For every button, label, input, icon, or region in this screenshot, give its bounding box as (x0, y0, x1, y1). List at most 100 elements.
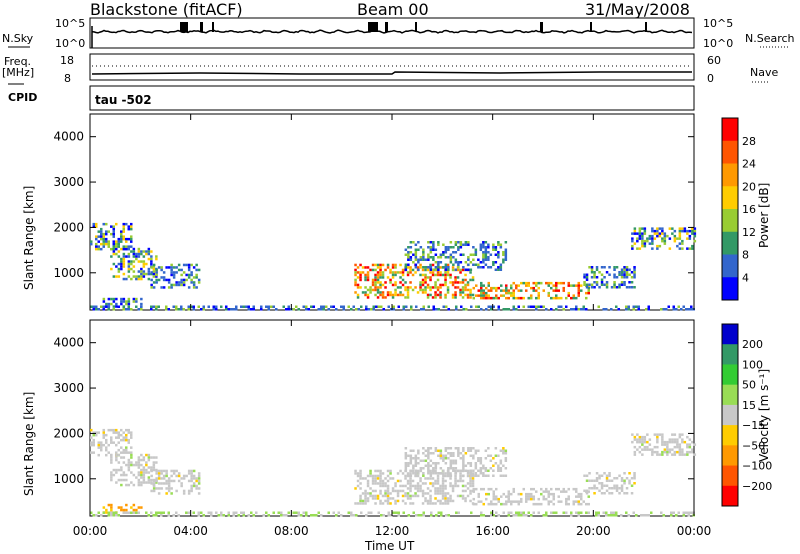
range-cell (681, 448, 684, 451)
range-cell (130, 245, 133, 248)
range-cell (467, 243, 470, 246)
range-cell (394, 271, 397, 274)
range-cell (439, 487, 442, 490)
range-cell (107, 245, 110, 248)
range-cell (297, 514, 300, 517)
range-cell (100, 247, 103, 251)
range-cell (140, 297, 143, 301)
range-cell (175, 511, 178, 514)
range-cell (429, 248, 433, 251)
range-cell (462, 459, 465, 462)
range-cell (327, 511, 330, 514)
range-cell (197, 514, 200, 517)
range-cell (185, 278, 188, 282)
range-cell (287, 511, 290, 514)
range-cell (422, 253, 425, 256)
range-cell (661, 237, 664, 240)
range-cell (245, 305, 248, 308)
range-cell (95, 514, 98, 517)
range-cell (394, 482, 397, 485)
range-cell (377, 305, 380, 308)
range-cell (132, 297, 136, 301)
range-cell (472, 246, 475, 249)
range-cell (648, 234, 652, 238)
range-cell (673, 234, 677, 238)
range-cell (480, 294, 483, 297)
range-cell (537, 497, 540, 501)
range-cell (482, 464, 485, 467)
range-cell (587, 286, 590, 290)
range-cell (97, 441, 100, 444)
range-cell (439, 472, 443, 475)
range-cell (462, 447, 465, 450)
range-cell (394, 293, 397, 297)
range-cell (190, 472, 193, 475)
range-cell (437, 261, 440, 264)
range-cell (132, 252, 136, 256)
range-cell (525, 281, 528, 285)
range-cell (615, 286, 619, 289)
range-cell (459, 241, 463, 244)
range-cell (396, 494, 400, 498)
range-cell (419, 469, 423, 472)
range-cell (150, 456, 153, 459)
range-cell (369, 487, 372, 490)
range-cell (583, 283, 586, 286)
range-cell (653, 445, 657, 449)
range-cell (600, 492, 604, 495)
range-cell (192, 276, 196, 279)
range-cell (663, 242, 667, 245)
range-cell (187, 276, 191, 279)
range-cell (497, 497, 500, 501)
range-cell (165, 487, 168, 490)
range-cell (577, 289, 580, 292)
range-cell (550, 492, 553, 496)
range-cell (510, 500, 513, 503)
range-cell (678, 435, 682, 439)
range-cell (421, 291, 425, 294)
range-cell (389, 278, 392, 282)
range-cell (472, 258, 475, 261)
range-cell (424, 477, 427, 480)
range-cell (688, 445, 692, 449)
range-cell (374, 489, 377, 493)
range-cell (520, 289, 523, 292)
range-cell (140, 473, 143, 477)
nsearch-label: N.Search (745, 32, 795, 45)
range-cell (381, 273, 385, 277)
range-cell (434, 467, 438, 470)
range-cell (580, 289, 583, 292)
range-cell (474, 248, 478, 251)
range-cell (142, 471, 146, 474)
range-cell (102, 222, 105, 226)
range-cell (442, 454, 445, 457)
range-cell (447, 452, 450, 455)
range-cell (117, 305, 120, 308)
nsky-spike (180, 22, 188, 32)
range-cell (115, 305, 118, 308)
range-cell (379, 472, 382, 475)
range-cell (507, 500, 510, 503)
range-cell (416, 489, 420, 493)
range-cell (372, 305, 375, 308)
range-cell (641, 448, 644, 451)
range-cell (447, 256, 450, 259)
range-cell (140, 260, 143, 263)
range-cell (542, 497, 545, 501)
range-cell (125, 245, 128, 248)
range-cell (577, 286, 580, 290)
range-cell (471, 477, 475, 480)
range-cell (439, 489, 442, 493)
range-cell (242, 511, 245, 514)
range-cell (632, 511, 635, 514)
range-cell (451, 266, 455, 269)
range-cell (282, 305, 285, 308)
range-cell (167, 511, 170, 514)
range-cell (132, 275, 136, 278)
range-cell (127, 451, 130, 454)
range-cell (499, 246, 503, 249)
range-cell (671, 440, 674, 444)
range-cell (560, 500, 563, 503)
range-cell (613, 484, 616, 487)
range-cell (422, 511, 425, 514)
